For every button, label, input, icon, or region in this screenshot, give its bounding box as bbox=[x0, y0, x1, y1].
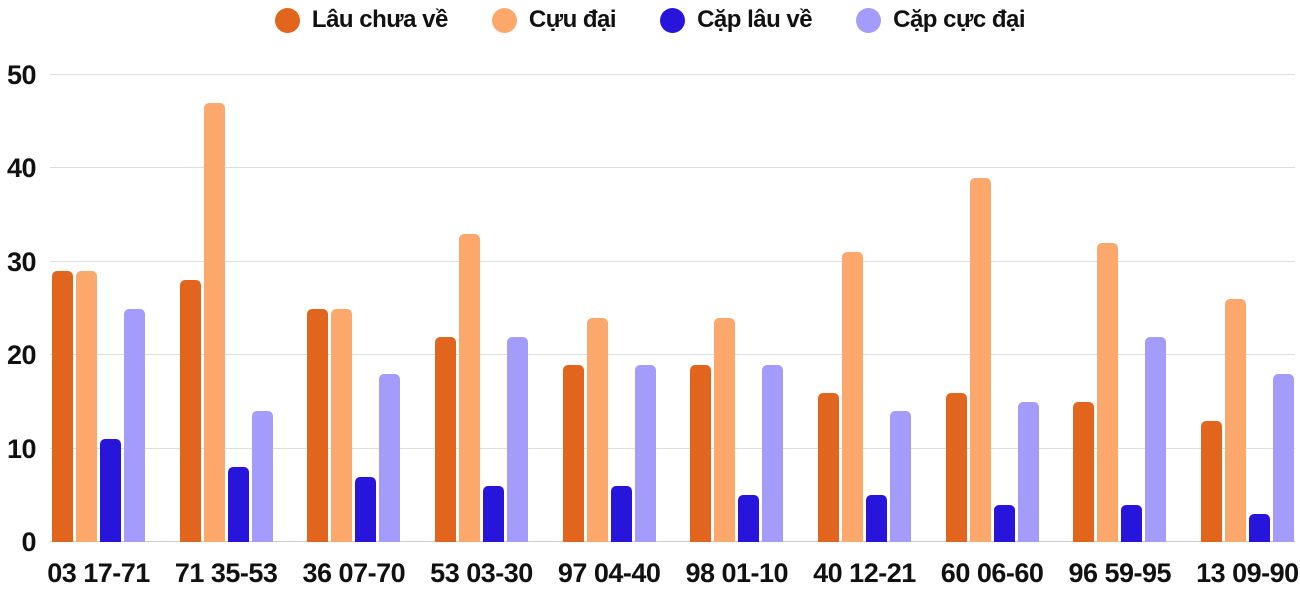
legend-item-series-3[interactable]: Cặp lâu về bbox=[660, 6, 813, 34]
legend-item-series-2[interactable]: Cựu đại bbox=[491, 6, 617, 34]
legend-label: Cặp lâu về bbox=[697, 6, 813, 33]
y-tick-label: 20 bbox=[6, 340, 37, 371]
bar-Cặp-lâu-về[interactable] bbox=[100, 439, 121, 542]
bar-Cặp-lâu-về[interactable] bbox=[738, 495, 760, 542]
bar-Lâu-chưa-về[interactable] bbox=[690, 364, 712, 542]
bar-Cặp-lâu-về[interactable] bbox=[1121, 504, 1143, 542]
bar-Cặp-lâu-về[interactable] bbox=[482, 485, 504, 542]
gridline-30 bbox=[50, 260, 1295, 262]
legend-swatch-icon bbox=[856, 7, 882, 33]
bar-group-96-59-95: 96 59-95 bbox=[1068, 75, 1172, 588]
bar-Cặp-lâu-về[interactable] bbox=[610, 485, 632, 542]
x-category-label: 03 17-71 bbox=[47, 558, 150, 588]
bar-Cặp-cực-đại[interactable] bbox=[1017, 401, 1039, 542]
legend-label: Cựu đại bbox=[528, 6, 617, 33]
bar-group-36-07-70: 36 07-70 bbox=[303, 75, 406, 588]
bar-Cựu-đại[interactable] bbox=[203, 103, 225, 542]
legend-swatch-icon bbox=[274, 7, 300, 33]
bar-Cặp-lâu-về[interactable] bbox=[227, 467, 249, 542]
legend-item-series-1[interactable]: Lâu chưa về bbox=[274, 6, 448, 34]
legend-item-series-4[interactable]: Cặp cực đại bbox=[856, 6, 1026, 34]
bar-Cựu-đại[interactable] bbox=[841, 252, 863, 542]
x-category-label: 40 12-21 bbox=[813, 558, 916, 588]
bar-Cặp-cực-đại[interactable] bbox=[124, 308, 145, 542]
bar-Cặp-cực-đại[interactable] bbox=[1272, 373, 1294, 542]
bar-Cựu-đại[interactable] bbox=[331, 308, 353, 542]
x-category-label: 53 03-30 bbox=[430, 558, 533, 588]
bar-group-71-35-53: 71 35-53 bbox=[175, 75, 278, 588]
bar-Cựu-đại[interactable] bbox=[586, 317, 608, 542]
legend-swatch-icon bbox=[491, 7, 517, 33]
x-category-label: 97 04-40 bbox=[557, 558, 661, 588]
gridline-10 bbox=[50, 447, 1295, 449]
bar-Lâu-chưa-về[interactable] bbox=[945, 392, 967, 542]
y-tick-label: 40 bbox=[6, 153, 37, 184]
bar-Cặp-lâu-về[interactable] bbox=[355, 476, 377, 542]
bar-group-60-06-60: 60 06-60 bbox=[941, 75, 1044, 588]
bar-Lâu-chưa-về[interactable] bbox=[434, 336, 456, 542]
bar-Cặp-cực-đại[interactable] bbox=[506, 336, 528, 542]
bar-Cặp-lâu-về[interactable] bbox=[1248, 513, 1270, 542]
bar-group-40-12-21: 40 12-21 bbox=[813, 75, 916, 588]
y-tick-label: 0 bbox=[21, 527, 36, 557]
x-category-label: 60 06-60 bbox=[940, 558, 1044, 588]
bar-Lâu-chưa-về[interactable] bbox=[52, 271, 73, 542]
bar-Lâu-chưa-về[interactable] bbox=[179, 280, 201, 542]
bar-Lâu-chưa-về[interactable] bbox=[1073, 401, 1095, 542]
bar-Cặp-cực-đại[interactable] bbox=[251, 411, 273, 542]
bar-Cặp-cực-đại[interactable] bbox=[762, 364, 784, 542]
gridline-20 bbox=[50, 354, 1295, 356]
bar-Lâu-chưa-về[interactable] bbox=[1200, 420, 1222, 542]
bar-group-98-01-10: 98 01-10 bbox=[685, 75, 789, 588]
bar-Cựu-đại[interactable] bbox=[969, 177, 991, 542]
bar-Cặp-lâu-về[interactable] bbox=[865, 495, 887, 542]
bar-Cặp-cực-đại[interactable] bbox=[889, 411, 911, 542]
legend-swatch-icon bbox=[660, 7, 686, 33]
x-category-label: 13 09-90 bbox=[1196, 558, 1299, 588]
y-tick-label: 10 bbox=[6, 433, 37, 464]
bar-group-03-17-71: 03 17-71 bbox=[47, 75, 150, 588]
bar-group-13-09-90: 13 09-90 bbox=[1196, 75, 1299, 588]
bar-Lâu-chưa-về[interactable] bbox=[562, 364, 584, 542]
x-category-label: 96 59-95 bbox=[1068, 558, 1172, 588]
bar-Cặp-lâu-về[interactable] bbox=[993, 504, 1015, 542]
bar-Lâu-chưa-về[interactable] bbox=[817, 392, 839, 542]
bar-group-53-03-30: 53 03-30 bbox=[430, 75, 533, 588]
x-category-label: 98 01-10 bbox=[685, 558, 789, 588]
y-axis-labels: 0 10 20 30 40 50 bbox=[0, 60, 37, 557]
bar-group-97-04-40: 97 04-40 bbox=[558, 75, 661, 588]
y-tick-label: 50 bbox=[6, 60, 37, 90]
x-axis-line bbox=[50, 541, 1295, 542]
bar-Cựu-đại[interactable] bbox=[76, 271, 97, 542]
bar-Cựu-đại[interactable] bbox=[1097, 243, 1119, 542]
bar-Cựu-đại[interactable] bbox=[458, 233, 480, 542]
x-category-label: 36 07-70 bbox=[302, 558, 406, 588]
gridline-40 bbox=[50, 167, 1295, 169]
gridline-50 bbox=[50, 74, 1295, 75]
bar-Cặp-cực-đại[interactable] bbox=[634, 364, 656, 542]
chart-legend: Lâu chưa về Cựu đại Cặp lâu về Cặp cực đại bbox=[0, 6, 1300, 34]
bar-Cựu-đại[interactable] bbox=[1224, 299, 1246, 542]
bar-Cựu-đại[interactable] bbox=[714, 317, 736, 542]
x-category-label: 71 35-53 bbox=[174, 558, 278, 588]
bar-Lâu-chưa-về[interactable] bbox=[307, 308, 329, 542]
legend-label: Cặp cực đại bbox=[893, 6, 1026, 33]
bar-Cặp-cực-đại[interactable] bbox=[379, 373, 401, 542]
plot-area bbox=[50, 74, 1295, 542]
bar-Cặp-cực-đại[interactable] bbox=[1145, 336, 1167, 542]
y-tick-label: 30 bbox=[6, 246, 37, 277]
bar-groups: 03 17-71 71 35-53 36 07-70 53 03-30 97 04-40… bbox=[47, 75, 1299, 588]
legend-label: Lâu chưa về bbox=[311, 6, 448, 33]
